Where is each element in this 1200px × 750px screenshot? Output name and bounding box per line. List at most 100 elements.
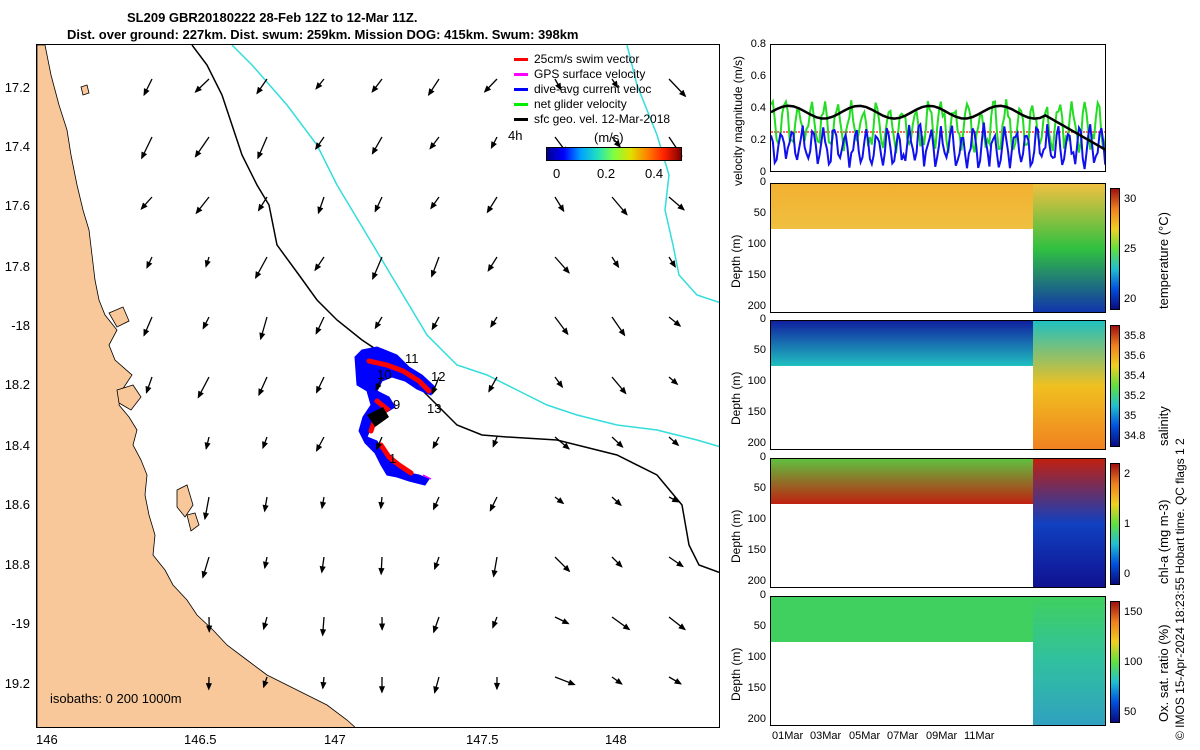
day-label: 9: [393, 397, 400, 412]
day-label: 1: [389, 451, 396, 466]
velocity-arrowhead: [319, 565, 326, 574]
velocity-arrowhead: [378, 623, 386, 631]
section-colorbar-tick: 1: [1124, 518, 1131, 530]
velocity-arrowhead: [555, 82, 562, 91]
velocity-arrowhead: [259, 332, 266, 341]
velocity-arrowhead: [616, 440, 624, 448]
velocity-arrowhead: [374, 204, 381, 213]
velocity-arrowhead: [483, 85, 492, 93]
velocity-arrowhead: [376, 442, 382, 451]
section-depth-tick: 200: [747, 713, 766, 725]
section-panel: [770, 596, 1106, 726]
lat-tick: 17.8: [4, 259, 30, 274]
velocity-arrowhead: [317, 206, 324, 215]
velocity-arrowhead: [378, 686, 386, 694]
velocity-arrowhead: [314, 263, 322, 272]
velocity-arrowhead: [194, 85, 202, 93]
velocity-arrowhead: [194, 150, 202, 158]
velocity-arrowhead: [671, 496, 680, 503]
section-colorbar-tick: 50: [1124, 706, 1137, 718]
section-colorbar-tick: 35.4: [1124, 370, 1146, 382]
velocity-ytick: 0.2: [750, 134, 766, 146]
velocity-arrowhead: [611, 80, 619, 89]
speed-tick-2: 0.4: [645, 166, 664, 181]
velocity-arrowhead: [195, 206, 203, 215]
map-canvas: 1 910 11 12 13: [37, 45, 719, 727]
map-legend: 25cm/s swim vector GPS surface velocity di…: [514, 52, 704, 132]
date-tick: 05Mar: [849, 730, 881, 742]
section-colorbar-label: temperature (°C): [1156, 212, 1171, 309]
velocity-arrowhead: [615, 560, 623, 568]
section-upper-fill: [771, 321, 1033, 366]
lat-tick: 18.4: [4, 438, 30, 453]
velocity-arrowhead: [618, 328, 626, 337]
section-colorbar-tick: 35.6: [1124, 350, 1146, 362]
velocity-arrowhead: [557, 204, 565, 213]
section-panel: [770, 183, 1106, 313]
velocity-arrowhead: [613, 140, 621, 148]
section-colorbar-tick: 20: [1124, 293, 1137, 305]
velocity-arrowhead: [488, 384, 495, 393]
section-depth-tick: 200: [747, 575, 766, 587]
day-label: 13: [427, 401, 441, 416]
velocity-arrowhead: [489, 503, 496, 512]
section-depth-tick: 150: [747, 269, 766, 281]
velocity-arrowhead: [371, 85, 379, 93]
velocity-arrowhead: [197, 390, 204, 399]
legend-swatch: [514, 118, 528, 122]
section-depth-label: Depth (m): [729, 647, 743, 701]
section-depth-tick: 150: [747, 544, 766, 556]
legend-label: 25cm/s swim vector: [534, 52, 640, 66]
velocity-arrowhead: [678, 89, 687, 98]
section-colorbar-label: salinity: [1156, 406, 1171, 446]
day-label: 10: [377, 367, 391, 382]
velocity-arrowhead: [433, 685, 440, 694]
velocity-arrowhead: [487, 264, 495, 272]
section-depth-tick: 50: [753, 207, 766, 219]
velocity-arrowhead: [262, 622, 269, 631]
date-tick: 09Mar: [926, 730, 958, 742]
date-tick: 11Mar: [964, 730, 995, 742]
section-depth-label: Depth (m): [729, 371, 743, 425]
section-colorbar-tick: 35.8: [1124, 330, 1146, 342]
velocity-arrowhead: [372, 272, 378, 281]
lon-tick: 148: [605, 732, 627, 747]
speed-colorbar-unit: (m/s): [594, 130, 624, 145]
velocity-arrowhead: [262, 504, 269, 513]
velocity-arrowhead: [567, 679, 576, 686]
velocity-arrowhead: [204, 259, 211, 268]
isobath-1000m-east: [626, 45, 719, 304]
section-deep-fill: [1033, 597, 1105, 725]
legend-swatch: [514, 58, 528, 62]
section-depth-label: Depth (m): [729, 509, 743, 563]
day-label: 11: [405, 351, 419, 366]
velocity-arrowhead: [432, 441, 439, 450]
velocity-arrowhead: [615, 677, 623, 685]
velocity-arrowhead: [614, 498, 622, 507]
section-colorbar-tick: 35.2: [1124, 390, 1146, 402]
velocity-arrowhead: [320, 681, 327, 690]
lat-tick: 17.6: [4, 198, 30, 213]
velocity-arrowhead: [205, 683, 212, 691]
day-label: 12: [431, 369, 445, 384]
velocity-arrowhead: [202, 321, 209, 330]
lat-tick: -19: [11, 616, 30, 631]
legend-label: net glider velocity: [534, 97, 627, 111]
section-depth-tick: 100: [747, 375, 766, 387]
velocity-arrowhead: [493, 682, 501, 691]
section-colorbar-tick: 100: [1124, 656, 1143, 668]
velocity-arrowhead: [257, 151, 264, 160]
velocity-arrowhead: [492, 439, 499, 448]
velocity-ytick: 0.8: [750, 38, 766, 50]
legend-swatch: [514, 73, 528, 77]
velocity-arrowhead: [315, 142, 322, 150]
section-depth-tick: 50: [753, 344, 766, 356]
section-deep-fill: [1033, 184, 1105, 312]
velocity-arrowhead: [143, 88, 150, 97]
legend-entry: 25cm/s swim vector: [514, 52, 639, 66]
velocity-arrowhead: [669, 260, 676, 268]
velocity-arrowhead: [678, 623, 686, 631]
velocity-arrowhead: [262, 561, 270, 570]
plot-title-line2: Dist. over ground: 227km. Dist. swum: 25…: [67, 27, 579, 42]
velocity-arrowhead: [206, 625, 213, 633]
